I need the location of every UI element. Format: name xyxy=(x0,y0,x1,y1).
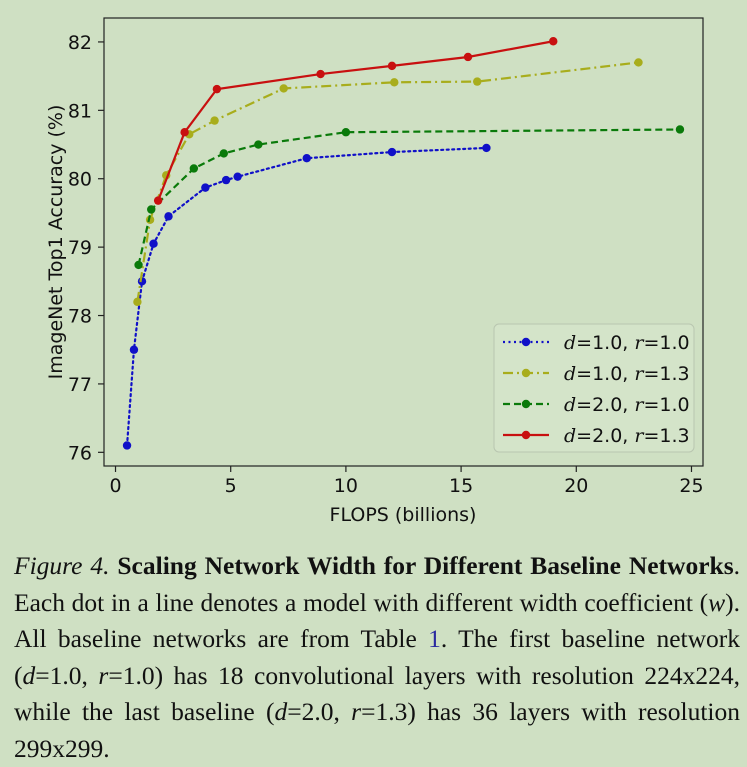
data-point xyxy=(233,172,242,181)
data-point xyxy=(473,77,482,86)
axes-frame xyxy=(103,17,704,467)
y-tick-label: 77 xyxy=(68,374,92,396)
x-tick-label: 15 xyxy=(449,475,473,497)
series-line xyxy=(136,61,639,303)
y-tick-label: 76 xyxy=(68,442,92,464)
data-point xyxy=(212,84,222,94)
data-point xyxy=(164,212,173,221)
data-point xyxy=(387,147,397,157)
legend-label: d=2.0, r=1.0 xyxy=(564,394,690,416)
data-point xyxy=(675,125,685,134)
y-tick-label: 80 xyxy=(68,169,92,191)
data-point xyxy=(189,164,199,173)
legend-entry: d=1.0, r=1.3 xyxy=(503,363,690,385)
y-tick-label: 79 xyxy=(68,237,92,259)
caption-figure-label: Figure 4. xyxy=(14,551,110,580)
legend-marker xyxy=(521,399,531,409)
caption-r: r xyxy=(351,697,362,726)
caption-d: d xyxy=(274,697,288,726)
data-point xyxy=(316,69,325,79)
caption-title: Scaling Network Width for Different Base… xyxy=(117,551,734,580)
data-point xyxy=(219,149,228,158)
caption-text: =2.0, xyxy=(287,697,352,726)
data-point xyxy=(133,297,142,307)
caption-text: =1.0, xyxy=(35,660,99,690)
caption-text: . Each dot in a line denotes a model wit… xyxy=(14,551,741,617)
caption-text: ). All baseline networks are from Table xyxy=(14,587,740,654)
caption-text: . The first baseline network ( xyxy=(14,624,740,690)
caption-text: =1.0) has 18 convolutional layers with r… xyxy=(14,660,740,727)
x-axis: 0 5 10 15 20 25 xyxy=(109,466,704,497)
series-line xyxy=(125,146,488,447)
legend-marker xyxy=(521,430,531,440)
data-point xyxy=(122,441,132,450)
x-tick-label: 10 xyxy=(334,475,358,497)
data-point xyxy=(302,154,311,163)
data-point xyxy=(341,128,351,137)
legend-entry: d=1.0, r=1.0 xyxy=(503,332,690,354)
y-axis-label: ImageNet Top1 Accuracy (%) xyxy=(45,105,67,380)
scaling-width-chart: 0 5 10 15 20 25 76 77 78 79 80 81 82 FLOPS (billion… xyxy=(45,17,704,526)
y-tick-label: 78 xyxy=(68,306,92,328)
legend-marker xyxy=(521,337,531,347)
data-point xyxy=(279,84,288,93)
data-point xyxy=(482,143,491,153)
legend-label: d=1.0, r=1.0 xyxy=(564,332,690,354)
x-tick-label: 25 xyxy=(679,475,703,497)
series-4 xyxy=(153,37,558,205)
series-3 xyxy=(134,125,685,270)
data-point xyxy=(147,205,156,214)
caption-d: d xyxy=(22,660,36,690)
figure-caption: Figure 4. Scaling Network Width for Diff… xyxy=(14,548,740,767)
legend-marker xyxy=(521,368,531,378)
caption-text: =1.3) has 36 layers with resolution 299x… xyxy=(14,697,740,763)
data-point xyxy=(210,116,219,125)
data-point xyxy=(634,58,643,67)
plot-area xyxy=(122,37,685,450)
data-point xyxy=(549,37,558,46)
x-axis-label: FLOPS (billions) xyxy=(330,504,477,526)
caption-w: w xyxy=(708,587,726,617)
data-point xyxy=(221,175,231,185)
legend: d=1.0, r=1.0 d=1.0, r=1.3 d=2.0, r=1.0 d=2.… xyxy=(493,323,695,453)
data-point xyxy=(134,260,143,270)
y-tick-label: 82 xyxy=(68,32,92,54)
data-point xyxy=(153,196,163,205)
data-point xyxy=(149,239,158,248)
series-line xyxy=(137,128,680,266)
caption-table-ref[interactable]: 1 xyxy=(428,624,441,653)
y-tick-label: 81 xyxy=(68,100,92,122)
data-point xyxy=(201,183,210,192)
data-point xyxy=(390,78,399,87)
data-point xyxy=(129,345,139,354)
legend-entry: d=2.0, r=1.0 xyxy=(503,394,690,416)
legend-label: d=2.0, r=1.3 xyxy=(564,425,690,447)
legend-label: d=1.0, r=1.3 xyxy=(564,363,690,385)
series-1 xyxy=(122,143,491,450)
caption-r: r xyxy=(98,660,109,690)
data-point xyxy=(387,61,397,71)
legend-box xyxy=(493,323,695,453)
y-axis: 76 77 78 79 80 81 82 xyxy=(68,32,104,464)
x-tick-label: 20 xyxy=(564,475,588,497)
legend-entry: d=2.0, r=1.3 xyxy=(503,425,690,447)
data-point xyxy=(254,140,263,149)
x-tick-label: 0 xyxy=(109,475,121,497)
data-point xyxy=(180,128,189,137)
series-2 xyxy=(133,58,643,307)
data-point xyxy=(463,52,473,62)
x-tick-label: 5 xyxy=(225,475,237,497)
